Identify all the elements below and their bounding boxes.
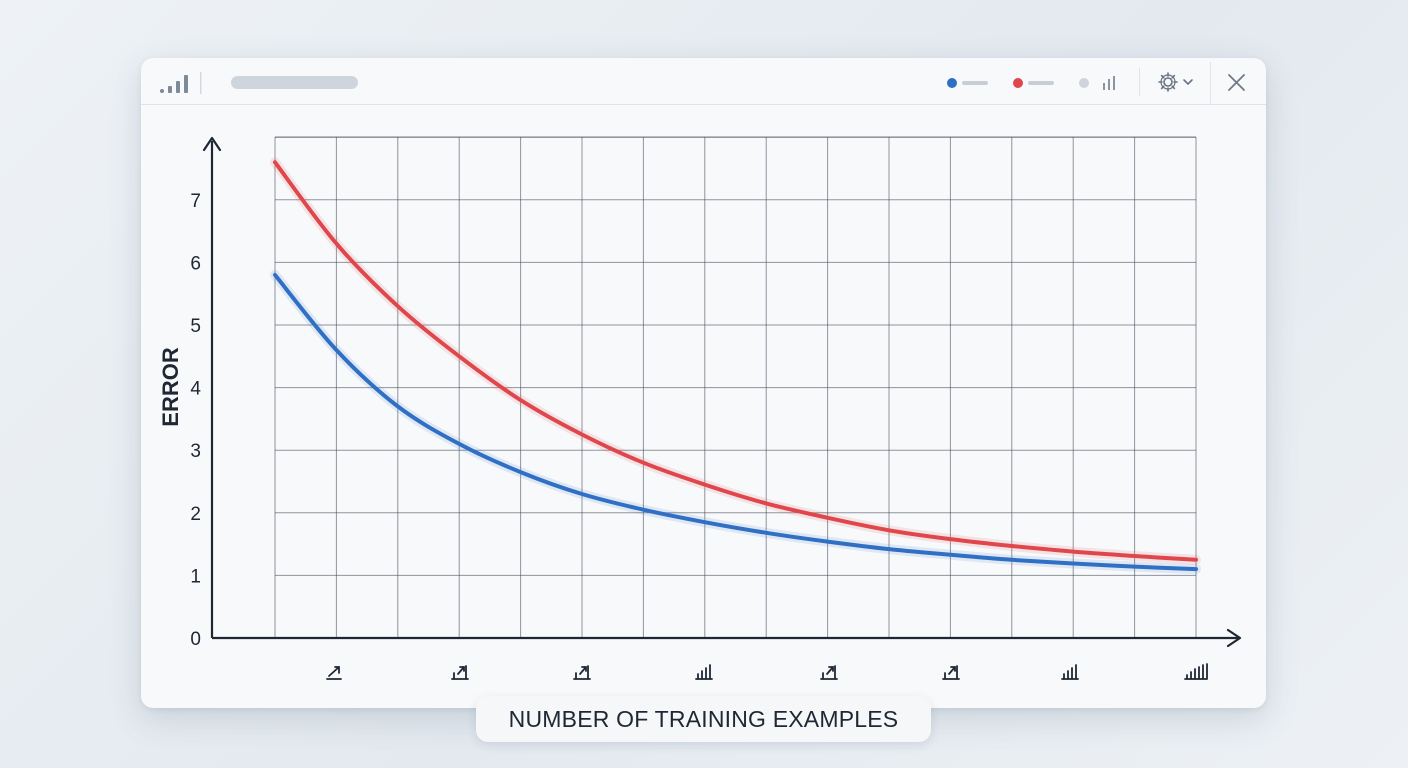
signal-bars-icon xyxy=(160,72,202,94)
y-tick-label: 2 xyxy=(190,504,201,525)
x-tick-chart-icon xyxy=(326,666,342,680)
chevron-down-icon[interactable] xyxy=(1183,79,1193,86)
x-axis-arrow xyxy=(1226,628,1242,648)
toolbar-divider xyxy=(1139,68,1140,96)
y-axis-label: ERROR xyxy=(158,347,183,427)
close-icon[interactable] xyxy=(1225,72,1249,94)
y-tick-label: 5 xyxy=(190,316,201,337)
x-tick-chart-icon xyxy=(820,665,838,680)
bar-chart-icon[interactable] xyxy=(1103,76,1115,90)
legend-item-blue[interactable] xyxy=(941,72,993,94)
y-tick-label: 6 xyxy=(190,253,201,274)
x-tick-chart-icon xyxy=(942,665,960,680)
x-tick-chart-icon xyxy=(1184,663,1208,680)
x-axis-label: NUMBER OF TRAINING EXAMPLES xyxy=(508,705,899,732)
legend-item-red[interactable] xyxy=(1007,72,1059,94)
y-tick-label: 1 xyxy=(190,566,201,587)
y-axis-arrow xyxy=(202,136,222,152)
chart-window xyxy=(141,58,1266,708)
title-placeholder-bar xyxy=(231,76,358,89)
x-tick-chart-icon xyxy=(695,664,713,680)
toolbar-divider xyxy=(1210,62,1211,105)
x-tick-chart-icon xyxy=(451,665,469,680)
settings-menu-button[interactable] xyxy=(1153,69,1199,95)
y-tick-label: 7 xyxy=(190,191,201,212)
y-tick-label: 0 xyxy=(190,629,201,650)
series-line-1 xyxy=(273,272,1198,572)
gear-icon[interactable] xyxy=(1158,72,1178,92)
y-tick-label: 3 xyxy=(190,441,201,462)
y-tick-label: 4 xyxy=(190,379,201,400)
legend-item-grey[interactable] xyxy=(1073,72,1123,94)
x-axis-label-pill: NUMBER OF TRAINING EXAMPLES xyxy=(476,696,931,742)
x-tick-chart-icon xyxy=(573,665,591,680)
series-line-0 xyxy=(273,160,1198,562)
series-line-glow xyxy=(270,157,1201,565)
window-titlebar xyxy=(141,58,1266,105)
x-tick-chart-icon xyxy=(1061,664,1079,680)
